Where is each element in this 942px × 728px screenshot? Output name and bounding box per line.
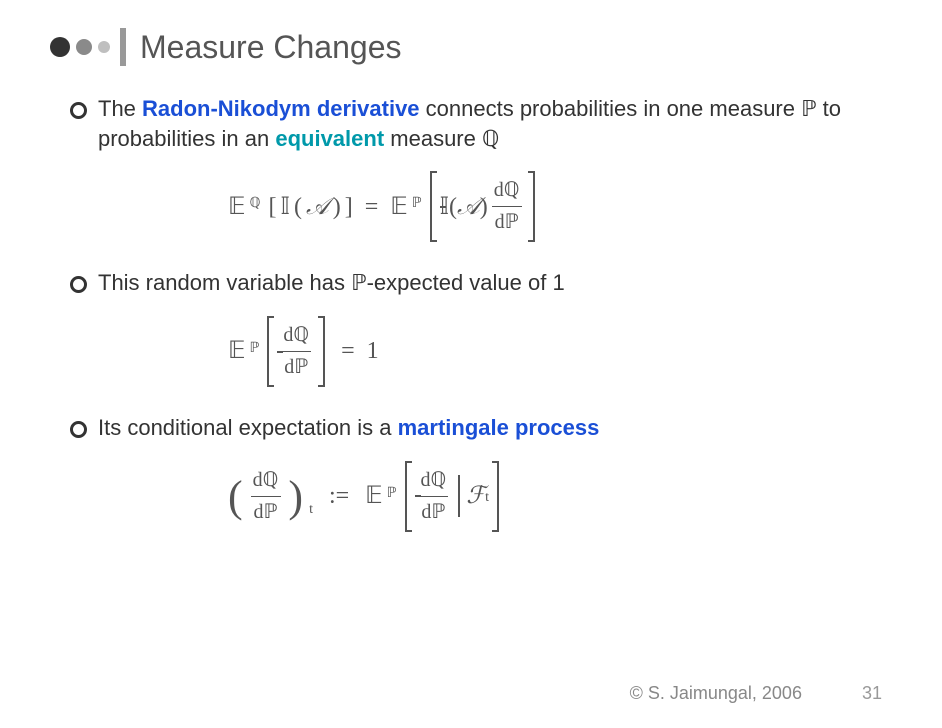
math-equals: = — [365, 191, 379, 223]
equation-2: 𝔼ℙ dℚ dℙ = 1 — [228, 316, 892, 387]
bullet-list: The Radon-Nikodym derivative connects pr… — [50, 94, 892, 532]
math-fraction: dℚ dℙ — [250, 467, 282, 526]
text: The — [98, 96, 142, 121]
math-bracket: 𝕀(𝒜) dℚ dℙ — [430, 171, 536, 242]
math-E: 𝔼 — [365, 480, 383, 512]
math-sup-Q: ℚ — [250, 195, 261, 214]
bullet-1: The Radon-Nikodym derivative connects pr… — [70, 94, 892, 242]
symbol-P: ℙ — [801, 96, 816, 121]
term-equivalent: equivalent — [275, 126, 384, 151]
bullet-2: This random variable has ℙ-expected valu… — [70, 268, 892, 387]
text: This random variable has — [98, 270, 351, 295]
math-lbracket: [ — [269, 191, 277, 223]
math-fraction: dℚ dℙ — [418, 467, 450, 526]
math-E: 𝔼 — [228, 191, 246, 223]
math-den: dℙ — [492, 206, 522, 236]
math-num: dℚ — [280, 322, 312, 351]
math-sub-t: t — [485, 489, 489, 508]
title-bar — [120, 28, 126, 66]
dot-3 — [98, 41, 110, 53]
math-E: 𝔼 — [390, 191, 408, 223]
math-sup-P: ℙ — [387, 485, 397, 504]
text: measure — [384, 126, 482, 151]
equation-3: ( dℚ dℙ ) t := 𝔼ℙ dℚ dℙ ℱt — [228, 461, 892, 532]
slide-header: Measure Changes — [50, 28, 892, 66]
math-fraction: dℚ dℙ — [491, 177, 523, 236]
math-I: 𝕀 — [440, 191, 449, 223]
math-sup-P: ℙ — [250, 340, 260, 359]
term-radon-nikodym: Radon-Nikodym derivative — [142, 96, 420, 121]
bullet-3: Its conditional expectation is a marting… — [70, 413, 892, 532]
math-num: dℚ — [418, 467, 450, 496]
math-sub-t: t — [309, 501, 313, 520]
math-num: dℚ — [250, 467, 282, 496]
symbol-P: ℙ — [351, 270, 366, 295]
math-den: dℙ — [251, 496, 281, 526]
symbol-Q: ℚ — [482, 126, 499, 151]
slide-footer: © S. Jaimungal, 2006 31 — [630, 683, 882, 704]
term-martingale: martingale process — [398, 415, 600, 440]
math-sup-P: ℙ — [412, 195, 422, 214]
math-defeq: := — [329, 480, 349, 512]
dot-2 — [76, 39, 92, 55]
math-equals: = — [341, 335, 355, 367]
math-rparen: ) — [288, 467, 303, 526]
equation-1: 𝔼ℚ [𝕀(𝒜)] = 𝔼ℙ 𝕀(𝒜) dℚ dℙ — [228, 171, 892, 242]
text: connects probabilities in one measure — [420, 96, 802, 121]
copyright-text: © S. Jaimungal, 2006 — [630, 683, 802, 704]
math-den: dℙ — [281, 351, 311, 381]
math-F: ℱ — [466, 480, 485, 512]
dot-1 — [50, 37, 70, 57]
math-num: dℚ — [491, 177, 523, 206]
math-fraction: dℚ dℙ — [280, 322, 312, 381]
math-den: dℙ — [418, 496, 448, 526]
math-bracket: dℚ dℙ ℱt — [405, 461, 500, 532]
math-rbracket: ] — [345, 191, 353, 223]
text: Its conditional expectation is a — [98, 415, 398, 440]
slide-title: Measure Changes — [140, 29, 401, 66]
math-one: 1 — [367, 335, 379, 367]
text: -expected value of 1 — [367, 270, 565, 295]
math-A: 𝒜 — [306, 191, 329, 223]
math-bracket: dℚ dℙ — [267, 316, 325, 387]
math-A: 𝒜 — [457, 191, 480, 223]
decorative-dots — [50, 37, 110, 57]
page-number: 31 — [862, 683, 882, 704]
math-E: 𝔼 — [228, 335, 246, 367]
math-paren-content: dℚ dℙ — [247, 467, 285, 526]
math-I: 𝕀 — [281, 191, 290, 223]
math-condbar — [458, 475, 460, 517]
math-lparen: ( — [228, 467, 243, 526]
